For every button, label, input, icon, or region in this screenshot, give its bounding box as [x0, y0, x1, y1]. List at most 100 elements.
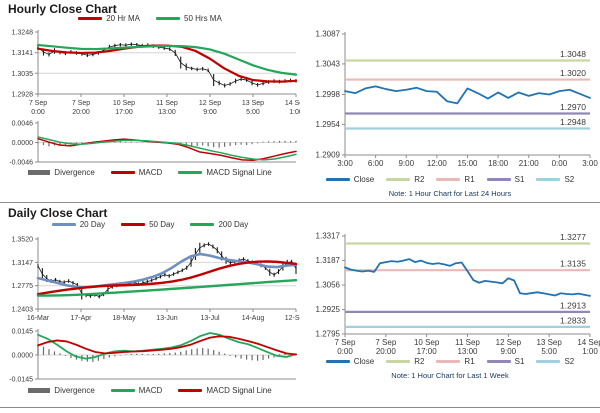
olive-line-swatch-icon: [386, 360, 411, 363]
svg-text:3:00: 3:00: [582, 159, 598, 168]
svg-text:18:00: 18:00: [488, 159, 509, 168]
red-line-swatch-icon: [178, 389, 203, 392]
svg-text:15:00: 15:00: [457, 159, 478, 168]
blue-line-swatch-icon: [325, 178, 350, 181]
svg-text:12:00: 12:00: [427, 159, 448, 168]
legend-label: 50 Hrs MA: [184, 14, 222, 23]
svg-text:18-May: 18-May: [112, 315, 136, 322]
legend-label: S1: [514, 357, 525, 366]
daily-macd-legend: Divergence MACD MACD Signal Line: [0, 386, 300, 395]
svg-text:20:00: 20:00: [72, 109, 90, 116]
legend-item-macd: MACD: [110, 386, 163, 395]
svg-text:0.0046: 0.0046: [12, 121, 34, 128]
olive-line-swatch-icon: [386, 178, 411, 181]
cyan-line-swatch-icon: [536, 360, 561, 363]
hourly-chart-title: Hourly Close Chart: [8, 2, 117, 16]
svg-text:1.3035: 1.3035: [12, 71, 34, 78]
svg-text:10 Sep: 10 Sep: [113, 100, 135, 107]
red-line-swatch-icon: [121, 223, 146, 226]
hourly-macd-chart: 0.0046 0.0000 -0.0046: [9, 121, 297, 167]
legend-label: Close: [353, 357, 375, 366]
divergence-bar-swatch-icon: [28, 170, 51, 175]
svg-text:12-Sep: 12-Sep: [285, 315, 300, 322]
section-divider: [0, 202, 600, 203]
daily-ma-legend: 20 Day 50 Day 200 Day: [0, 220, 300, 229]
legend-item-r2: R2: [386, 357, 424, 366]
svg-text:13-Jun: 13-Jun: [156, 315, 178, 322]
svg-text:13:00: 13:00: [158, 109, 176, 116]
svg-text:13 Sep: 13 Sep: [242, 100, 264, 107]
legend-item-s2: S2: [536, 175, 574, 184]
legend-label: Close: [353, 175, 375, 184]
svg-text:1.2795: 1.2795: [316, 330, 341, 339]
legend-item-200day: 200 Day: [190, 220, 248, 229]
hourly-ma-legend: 20 Hr MA 50 Hrs MA: [0, 14, 300, 23]
cyan-line-swatch-icon: [536, 178, 561, 181]
svg-text:1.3048: 1.3048: [560, 49, 586, 59]
svg-text:7 Sep: 7 Sep: [335, 338, 356, 347]
svg-text:1.3187: 1.3187: [316, 256, 341, 265]
legend-label: MACD Signal Line: [206, 386, 272, 395]
svg-text:13:00: 13:00: [457, 347, 478, 356]
legend-label: MACD Signal Line: [206, 168, 272, 177]
svg-text:1.3520: 1.3520: [12, 237, 34, 244]
legend-label: R2: [414, 175, 425, 184]
pink-line-swatch-icon: [436, 178, 461, 181]
bottom-divider: [0, 407, 600, 408]
daily-macd-chart: 0.0145 0.0000 -0.0145: [9, 329, 297, 384]
svg-text:1.2998: 1.2998: [316, 90, 341, 99]
legend-label: 200 Day: [218, 220, 249, 229]
svg-text:0.0000: 0.0000: [12, 353, 34, 360]
svg-text:1.2925: 1.2925: [316, 305, 341, 314]
legend-item-macd: MACD: [110, 168, 163, 177]
svg-text:1.3141: 1.3141: [12, 50, 34, 57]
svg-text:1:00: 1:00: [582, 347, 598, 356]
svg-text:14-Aug: 14-Aug: [242, 315, 265, 322]
legend-item-s1: S1: [486, 357, 525, 366]
green-line-swatch-icon: [110, 389, 135, 392]
svg-text:14 Sep: 14 Sep: [577, 338, 600, 347]
legend-label: S2: [564, 357, 575, 366]
legend-item-50day: 50 Day: [121, 220, 174, 229]
intraday-24h-legend: Close R2 R1 S1 S2: [300, 175, 600, 184]
daily-chart-title: Daily Close Chart: [8, 206, 108, 220]
hourly-macd-legend: Divergence MACD MACD Signal Line: [0, 168, 300, 177]
svg-text:-0.0145: -0.0145: [9, 377, 33, 384]
svg-text:0:00: 0:00: [337, 347, 353, 356]
green-line-swatch-icon: [178, 171, 203, 174]
svg-text:17:00: 17:00: [115, 109, 133, 116]
blue-line-swatch-icon: [51, 223, 76, 226]
legend-item-divergence: Divergence: [28, 386, 95, 395]
svg-text:14 Sep: 14 Sep: [285, 100, 300, 107]
legend-label: 20 Day: [79, 220, 106, 229]
svg-text:17:00: 17:00: [417, 347, 438, 356]
svg-text:1:00: 1:00: [289, 109, 300, 116]
legend-label: Divergence: [54, 168, 95, 177]
legend-item-close: Close: [325, 357, 375, 366]
legend-label: MACD: [138, 386, 163, 395]
legend-item-close: Close: [325, 175, 375, 184]
legend-label: MACD: [138, 168, 163, 177]
svg-text:1.3135: 1.3135: [560, 259, 586, 269]
legend-label: R1: [464, 175, 475, 184]
intraday-week-note: Note: 1 Hour Chart for Last 1 Week: [391, 371, 509, 380]
svg-text:1.3020: 1.3020: [560, 68, 586, 78]
green-line-swatch-icon: [190, 223, 215, 226]
red-line-swatch-icon: [78, 17, 103, 20]
svg-text:7 Sep: 7 Sep: [375, 338, 396, 347]
legend-item-20hr-ma: 20 Hr MA: [78, 14, 140, 23]
svg-text:1.2948: 1.2948: [560, 117, 586, 127]
svg-text:7 Sep: 7 Sep: [72, 100, 90, 107]
svg-text:1.3043: 1.3043: [316, 59, 341, 68]
svg-text:16-Mar: 16-Mar: [27, 315, 50, 322]
svg-text:12 Sep: 12 Sep: [496, 338, 522, 347]
svg-text:1.3087: 1.3087: [316, 30, 341, 39]
red-line-swatch-icon: [110, 171, 135, 174]
svg-text:5:00: 5:00: [246, 109, 260, 116]
blue-line-swatch-icon: [325, 360, 350, 363]
svg-text:13 Sep: 13 Sep: [536, 338, 562, 347]
legend-item-divergence: Divergence: [28, 168, 95, 177]
pink-line-swatch-icon: [436, 360, 461, 363]
